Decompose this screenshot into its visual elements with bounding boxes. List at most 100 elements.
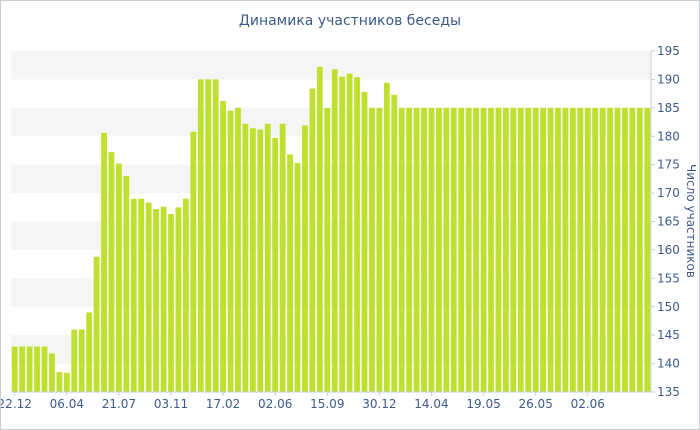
bar <box>71 329 78 392</box>
bar <box>116 163 122 392</box>
bar <box>450 107 457 392</box>
x-tick-label: 14.04 <box>414 397 448 411</box>
bar <box>599 107 606 392</box>
bar <box>279 123 286 392</box>
x-tick-label: 21.07 <box>102 397 136 411</box>
bar <box>272 137 279 392</box>
bar <box>592 107 599 392</box>
bar <box>391 94 398 392</box>
y-tick-label: 140 <box>657 357 680 371</box>
bar <box>212 79 219 393</box>
x-tick-label: 15.09 <box>310 397 344 411</box>
bar <box>19 346 26 392</box>
bar <box>153 209 160 392</box>
bar <box>302 125 308 392</box>
bar <box>123 176 130 392</box>
grid-band <box>11 164 651 194</box>
bar <box>376 107 383 392</box>
bar <box>480 107 487 392</box>
bar <box>316 66 323 392</box>
bar <box>49 353 55 392</box>
grid-bands <box>11 51 651 364</box>
bar <box>242 123 249 392</box>
bar <box>287 154 293 392</box>
y-tick-label: 175 <box>657 158 680 172</box>
bar <box>383 82 390 392</box>
y-tick-label: 145 <box>657 328 680 342</box>
bar <box>614 107 621 392</box>
chart-title: Динамика участников беседы <box>238 13 462 29</box>
grid-band <box>11 51 651 80</box>
bar <box>205 79 212 393</box>
bar <box>346 73 353 392</box>
bar <box>540 107 546 392</box>
bar <box>101 132 107 392</box>
bar <box>227 110 234 393</box>
bar <box>63 372 70 392</box>
bar <box>495 107 502 392</box>
bar <box>406 107 413 392</box>
bar <box>249 128 256 392</box>
bar <box>130 198 137 392</box>
bar <box>93 256 100 392</box>
x-tick-label: 17.02 <box>206 397 240 411</box>
y-tick-label: 195 <box>657 44 680 58</box>
bar <box>41 346 48 392</box>
bar <box>34 346 40 392</box>
bar <box>413 107 420 392</box>
bar <box>525 107 532 392</box>
x-tick-label: 22.12 <box>1 397 32 411</box>
bar <box>331 69 338 392</box>
y-tick-label: 180 <box>657 129 680 143</box>
bar <box>458 107 465 392</box>
bar <box>532 107 539 392</box>
bar <box>636 107 643 392</box>
bar <box>86 312 93 392</box>
bar <box>421 107 427 392</box>
x-tick-label: 03.11 <box>154 397 188 411</box>
bar <box>220 101 226 392</box>
bar <box>510 107 517 392</box>
x-tick-label: 06.04 <box>50 397 84 411</box>
bar <box>197 79 204 393</box>
bar <box>488 107 494 392</box>
bar <box>555 107 561 392</box>
y-tick-label: 190 <box>657 72 680 86</box>
bar <box>168 214 174 392</box>
bar <box>309 88 316 392</box>
bar <box>235 107 241 392</box>
y-tick-label: 185 <box>657 101 680 115</box>
bar <box>175 207 182 392</box>
grid-band <box>11 221 651 250</box>
bar <box>26 346 33 392</box>
bar <box>361 91 368 393</box>
bar <box>584 107 591 392</box>
x-tick-label: 02.06 <box>571 397 605 411</box>
bar <box>607 107 613 392</box>
bar <box>644 107 651 392</box>
bar <box>428 107 435 392</box>
bar <box>622 107 628 392</box>
bar <box>547 107 554 392</box>
grid-band <box>11 278 651 307</box>
y-tick-label: 135 <box>657 385 680 399</box>
y-tick-label: 150 <box>657 300 680 314</box>
bar <box>190 131 197 392</box>
bar <box>517 107 524 392</box>
bar <box>502 107 509 392</box>
bar <box>145 202 152 392</box>
bar <box>398 107 405 392</box>
bar <box>294 162 301 392</box>
y-tick-label: 170 <box>657 186 680 200</box>
bars <box>11 66 651 393</box>
bar <box>354 77 360 392</box>
bar <box>465 107 472 392</box>
bar <box>11 346 18 392</box>
bar <box>569 107 576 392</box>
bar <box>257 129 264 392</box>
x-axis-ticks: 22.12 06.04 21.07 03.11 17.02 02.06 15.09 30.12… <box>1 391 651 411</box>
bar <box>78 329 85 392</box>
bar <box>443 107 450 392</box>
